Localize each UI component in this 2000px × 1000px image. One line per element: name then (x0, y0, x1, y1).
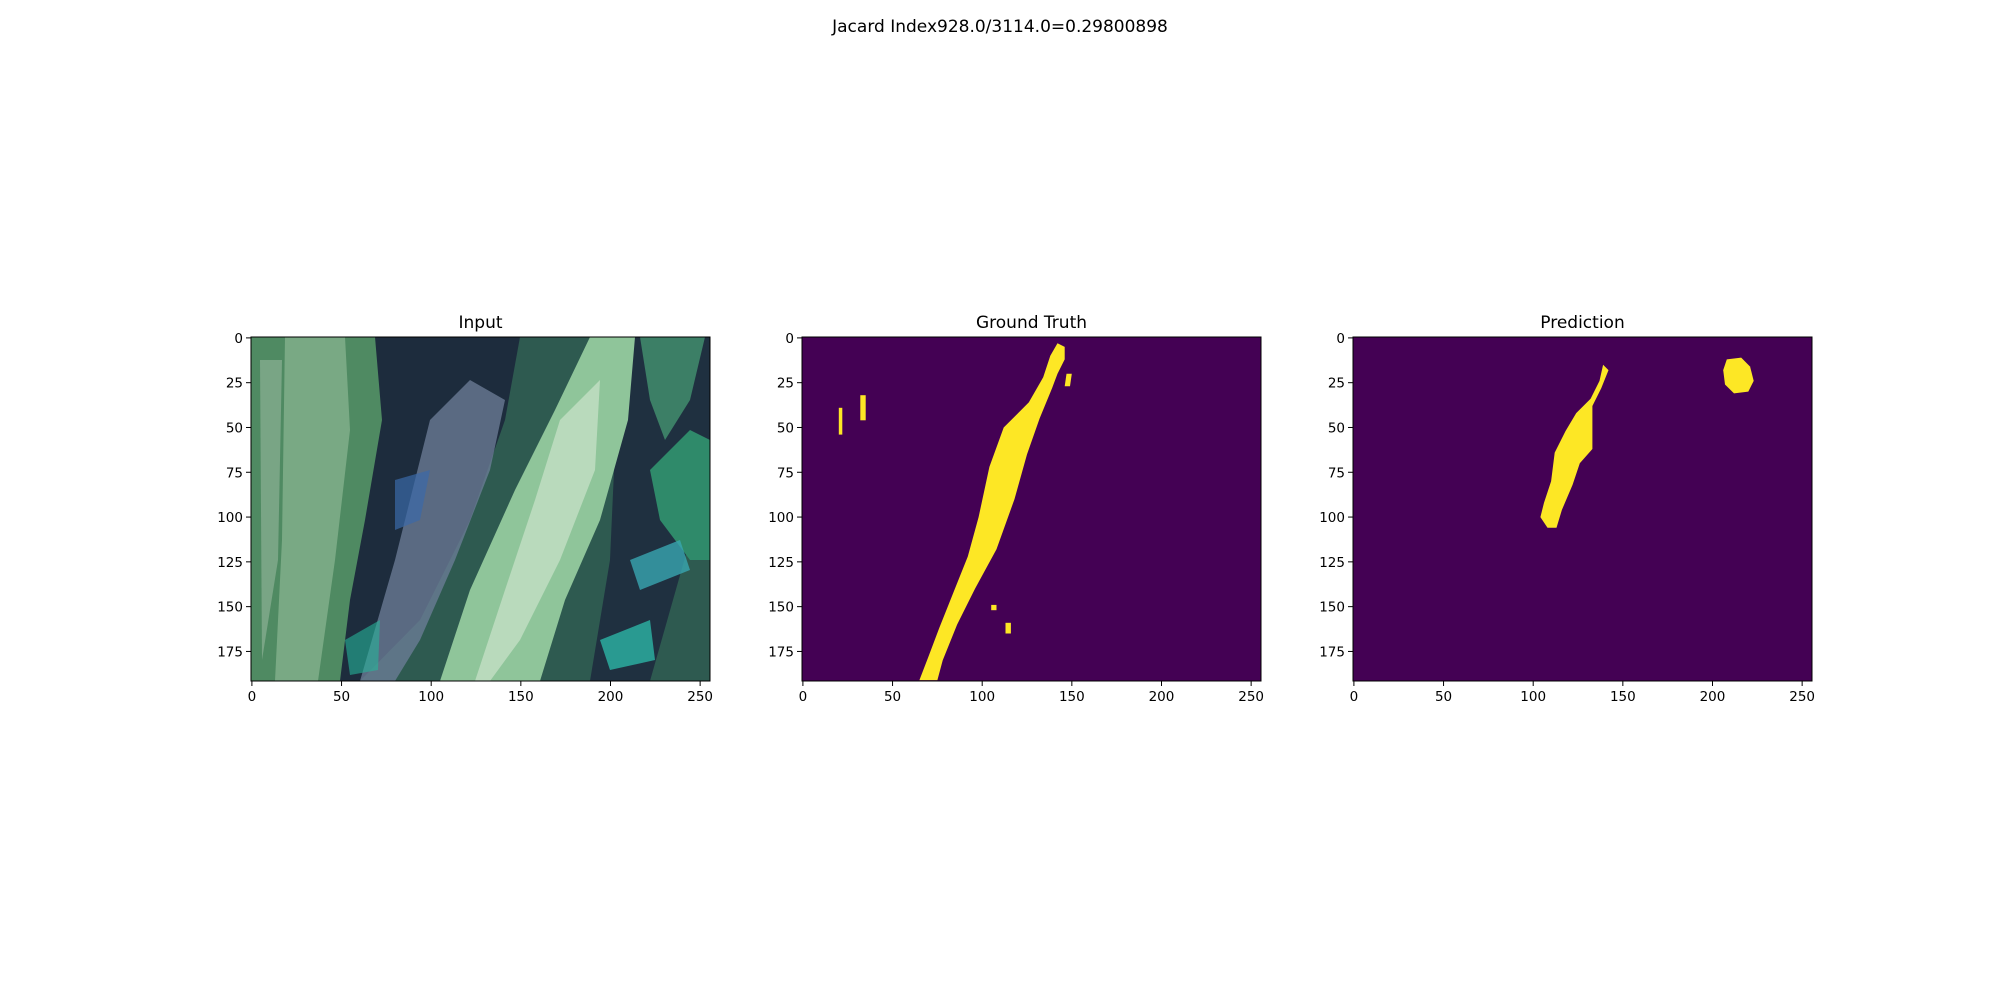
ytick-label-input: 150 (217, 600, 243, 616)
ytick-label-prediction: 150 (1319, 600, 1345, 616)
input-debris-2 (630, 540, 690, 590)
xtick-label-prediction: 250 (1789, 689, 1815, 705)
ytick-label-ground-truth: 50 (777, 420, 794, 436)
xtick-label-ground-truth: 0 (799, 689, 808, 705)
mask-region-ground-truth (919, 343, 1065, 681)
xtick-label-ground-truth: 150 (1059, 689, 1085, 705)
ytick-label-ground-truth: 150 (768, 600, 794, 616)
ticks-prediction: 0 50 100 150 200 250 0 25 50 75 100 125 150 175 (1319, 331, 1815, 705)
xtick-label-input: 0 (248, 689, 257, 705)
input-leaf-left-sheen (260, 360, 282, 660)
ytick-label-input: 175 (217, 644, 243, 660)
panel-title-prediction: Prediction (1540, 313, 1624, 333)
ytick-label-prediction: 100 (1319, 510, 1345, 526)
ytick-label-prediction: 175 (1319, 644, 1345, 660)
panel-frame-prediction (1352, 336, 1813, 682)
input-leaf-left-highlight (275, 337, 350, 681)
mask-region-prediction (1540, 364, 1609, 528)
panel-frame-input (250, 336, 711, 682)
input-image (251, 337, 710, 681)
ytick-label-input: 0 (234, 331, 243, 347)
xtick-label-ground-truth: 200 (1149, 689, 1175, 705)
mask-region-ground-truth (991, 604, 997, 611)
ytick-label-ground-truth: 75 (777, 465, 794, 481)
panel-frame-ground-truth (801, 336, 1262, 682)
panel-ground-truth: Ground Truth 0 50 100 150 200 250 0 25 50 75 100 12… (768, 313, 1264, 705)
mask-region-ground-truth (1005, 622, 1011, 634)
input-debris-3 (600, 620, 655, 670)
ytick-label-ground-truth: 100 (768, 510, 794, 526)
panel-title-ground-truth: Ground Truth (976, 313, 1087, 333)
panel-title-input: Input (458, 313, 502, 333)
figure-suptitle: Jacard Index928.0/3114.0=0.29800898 (832, 17, 1168, 37)
xtick-label-input: 100 (418, 689, 444, 705)
panel-prediction: Prediction 0 50 100 150 200 250 0 25 50 75 100 125 1… (1319, 313, 1815, 705)
mask-region-ground-truth (860, 395, 866, 421)
ytick-label-input: 50 (226, 420, 243, 436)
ytick-label-input: 75 (226, 465, 243, 481)
xtick-label-prediction: 100 (1520, 689, 1546, 705)
prediction-mask-background (1353, 337, 1812, 681)
mask-region-ground-truth (1064, 373, 1072, 387)
ytick-label-ground-truth: 25 (777, 376, 794, 392)
xtick-label-input: 50 (333, 689, 350, 705)
xtick-label-input: 200 (598, 689, 624, 705)
ground-truth-mask-background (802, 337, 1261, 681)
ytick-label-prediction: 50 (1328, 420, 1345, 436)
xtick-label-input: 150 (508, 689, 534, 705)
xtick-label-prediction: 200 (1700, 689, 1726, 705)
ticks-ground-truth: 0 50 100 150 200 250 0 25 50 75 100 125 150 175 (768, 331, 1264, 705)
input-leaf-top-right (640, 337, 705, 440)
mask-region-ground-truth (838, 407, 843, 435)
ytick-label-input: 100 (217, 510, 243, 526)
input-debris-1 (395, 470, 430, 530)
ytick-label-prediction: 25 (1328, 376, 1345, 392)
input-leaf-main-highlight (475, 380, 600, 681)
mask-region-prediction (1723, 357, 1754, 394)
ticks-input: 0 50 100 150 200 250 0 25 50 75 100 125 150 175 (217, 331, 713, 705)
ground-truth-regions (838, 343, 1072, 681)
ytick-label-input: 25 (226, 376, 243, 392)
xtick-label-ground-truth: 100 (969, 689, 995, 705)
prediction-regions (1540, 357, 1754, 528)
input-leaf-middle (360, 380, 505, 681)
xtick-label-prediction: 0 (1350, 689, 1359, 705)
ytick-label-prediction: 0 (1336, 331, 1345, 347)
xtick-label-ground-truth: 50 (884, 689, 901, 705)
xtick-label-prediction: 150 (1610, 689, 1636, 705)
ytick-label-ground-truth: 0 (785, 331, 794, 347)
ytick-label-ground-truth: 175 (768, 644, 794, 660)
input-leaf-right (650, 430, 710, 560)
xtick-label-prediction: 50 (1435, 689, 1452, 705)
ytick-label-input: 125 (217, 555, 243, 571)
xtick-label-input: 250 (687, 689, 713, 705)
xtick-label-ground-truth: 250 (1238, 689, 1264, 705)
ytick-label-ground-truth: 125 (768, 555, 794, 571)
input-debris-4 (345, 620, 380, 675)
ytick-label-prediction: 125 (1319, 555, 1345, 571)
ytick-label-prediction: 75 (1328, 465, 1345, 481)
